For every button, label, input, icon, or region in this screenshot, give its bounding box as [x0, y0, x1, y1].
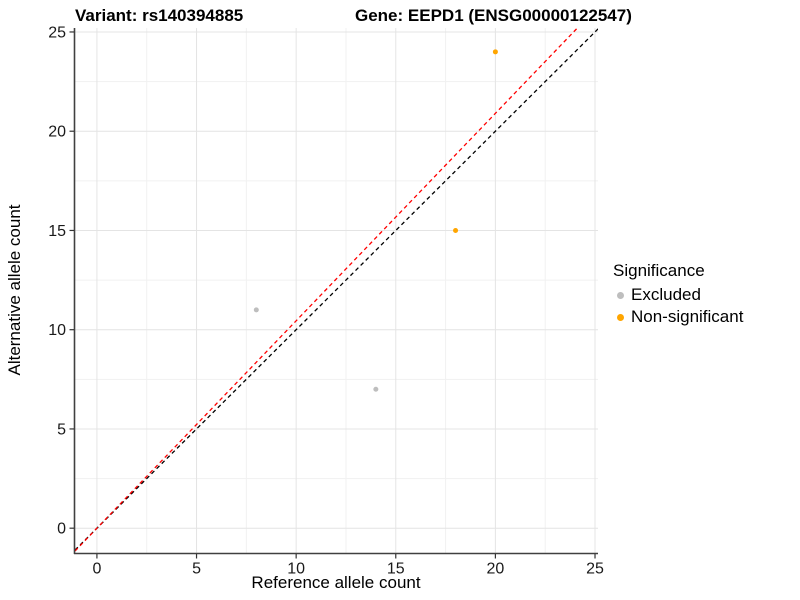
y-tick-label: 10 [48, 322, 66, 339]
non-significant-dot-icon [617, 313, 624, 321]
y-tick-label: 0 [57, 521, 66, 538]
variant-title: Variant: rs140394885 [75, 6, 244, 25]
y-tick-label: 25 [48, 24, 66, 41]
legend-item-excluded: Excluded [613, 284, 743, 306]
legend-item-label: Excluded [631, 285, 701, 304]
y-tick-label: 15 [48, 223, 66, 240]
excluded-dot-icon [617, 291, 624, 299]
expected-ratio-line [75, 28, 579, 552]
x-tick-label: 20 [486, 561, 504, 578]
data-point-non-significant [492, 49, 498, 55]
x-axis-label: Reference allele count [251, 573, 421, 592]
identity-line [75, 28, 598, 551]
y-tick-label: 5 [57, 421, 66, 438]
legend: Significance Excluded Non-significant [613, 261, 743, 328]
y-tick-label: 20 [48, 124, 66, 141]
x-tick-label: 0 [92, 561, 101, 578]
gene-title: Gene: EEPD1 (ENSG00000122547) [355, 6, 632, 25]
legend-title: Significance [613, 261, 705, 280]
data-point-excluded [253, 307, 259, 313]
x-tick-label: 10 [287, 561, 305, 578]
x-tick-label: 15 [387, 561, 405, 578]
data-point-non-significant [453, 227, 459, 233]
y-axis-label: Alternative allele count [5, 204, 24, 376]
x-tick-label: 25 [586, 561, 604, 578]
data-point-excluded [373, 386, 379, 392]
legend-item-non-significant: Non-significant [613, 306, 743, 328]
legend-item-label: Non-significant [631, 307, 744, 326]
x-tick-label: 5 [192, 561, 201, 578]
